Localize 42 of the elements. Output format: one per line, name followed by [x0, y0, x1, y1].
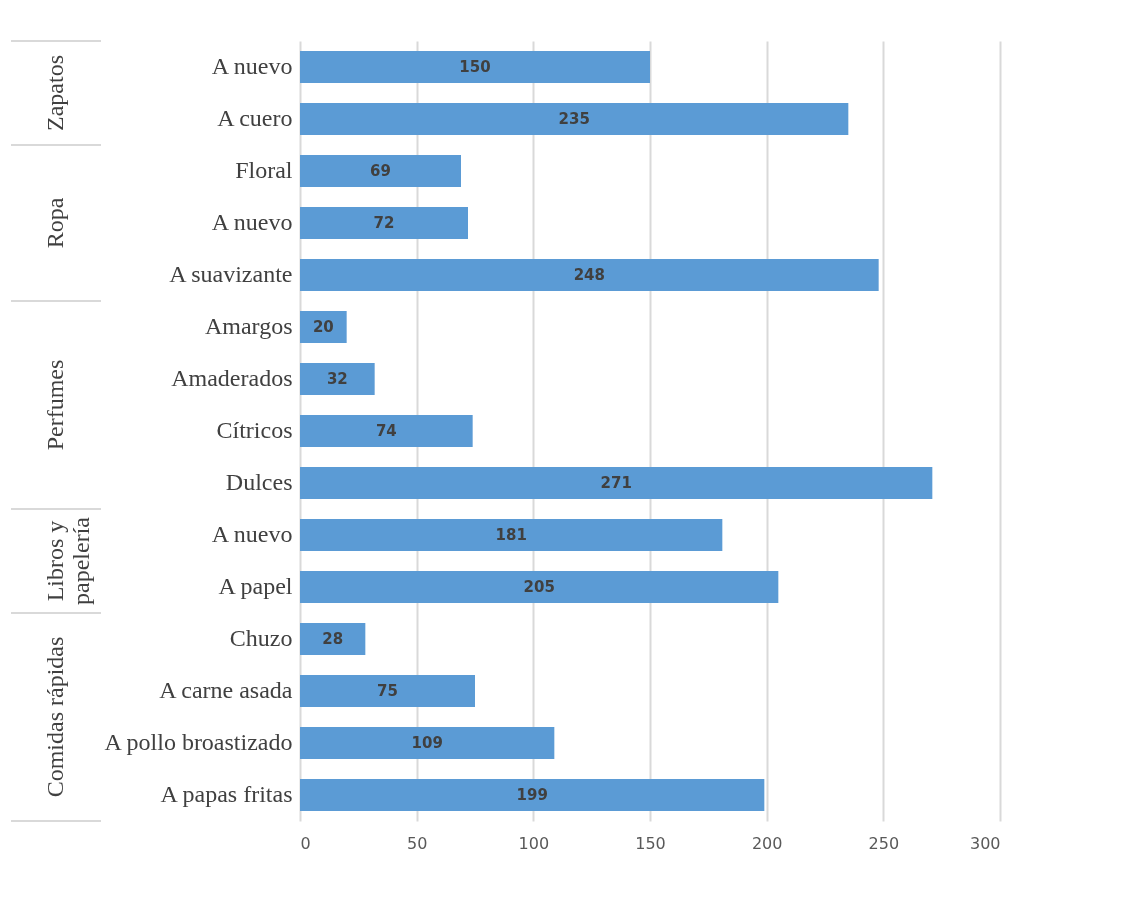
data-label: 109 — [411, 734, 443, 752]
data-label: 199 — [516, 786, 548, 804]
y-tick-label: Floral — [235, 157, 293, 183]
data-label: 69 — [370, 162, 391, 180]
y-tick-label: A papel — [218, 573, 293, 599]
y-tick-label: Dulces — [225, 469, 293, 495]
x-tick-label: 150 — [635, 833, 666, 853]
data-label: 181 — [495, 526, 527, 544]
text: Libros y papelería — [42, 516, 94, 605]
y-tick-label: Amargos — [204, 313, 293, 339]
y-tick-label: Cítricos — [216, 417, 293, 443]
y-tick-label: A nuevo — [211, 209, 293, 235]
x-tick-label: 100 — [518, 833, 550, 853]
data-label: 150 — [459, 58, 491, 76]
text: Ropa — [42, 197, 68, 249]
y-tick-label: A nuevo — [211, 53, 293, 79]
x-tick-label: 0 — [300, 833, 311, 853]
data-label: 20 — [312, 318, 334, 336]
x-tick-label: 300 — [969, 833, 1001, 853]
data-label: 205 — [523, 578, 555, 596]
text: Comidas rápidas — [42, 636, 68, 798]
data-label: 32 — [326, 370, 348, 388]
data-label: 235 — [558, 110, 590, 128]
text: Zapatos — [42, 55, 68, 131]
data-label: 248 — [573, 266, 605, 284]
data-label: 28 — [322, 630, 344, 648]
y-tick-label: A papas fritas — [160, 781, 293, 807]
data-label: 72 — [373, 214, 395, 232]
x-tick-label: 200 — [751, 833, 783, 853]
y-tick-label: A suavizante — [169, 261, 293, 287]
y-tick-label: A cuero — [217, 105, 293, 131]
y-tick-label: A carne asada — [159, 677, 293, 703]
y-tick-label: A nuevo — [211, 521, 293, 547]
data-label: 75 — [377, 682, 398, 700]
y-tick-label: A pollo broastizado — [104, 729, 293, 755]
y-tick-label: Amaderados — [171, 365, 293, 391]
data-label: 74 — [375, 422, 397, 440]
text: Perfumes — [42, 359, 68, 451]
x-tick-label: 50 — [406, 833, 428, 853]
x-tick-label: 250 — [868, 833, 900, 853]
y-tick-label: Chuzo — [229, 625, 293, 651]
data-label: 271 — [600, 474, 632, 492]
